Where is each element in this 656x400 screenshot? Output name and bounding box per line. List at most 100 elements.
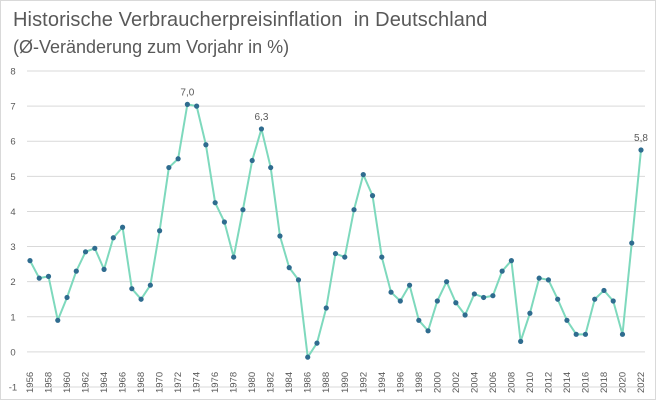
data-point bbox=[443, 279, 450, 285]
data-point bbox=[508, 258, 514, 264]
data-point bbox=[184, 101, 190, 107]
data-point bbox=[92, 245, 98, 251]
x-tick-label: 1986 bbox=[303, 372, 314, 393]
data-point bbox=[73, 268, 79, 274]
x-tick-label: 1996 bbox=[395, 372, 406, 393]
x-tick-label: 1962 bbox=[81, 372, 92, 393]
data-point bbox=[45, 273, 52, 279]
data-point bbox=[249, 157, 255, 164]
data-point bbox=[194, 103, 200, 109]
data-point bbox=[397, 298, 403, 304]
data-point bbox=[592, 296, 598, 302]
y-tick-label: 7 bbox=[10, 102, 15, 113]
x-tick-label: 2004 bbox=[469, 372, 480, 393]
data-point bbox=[175, 156, 181, 162]
x-tick-label: 1978 bbox=[229, 372, 240, 393]
data-point bbox=[499, 268, 505, 274]
data-point bbox=[119, 224, 126, 230]
x-tick-label: 1994 bbox=[377, 372, 388, 393]
data-point bbox=[601, 287, 607, 294]
data-point bbox=[323, 305, 329, 311]
x-tick-label: 1960 bbox=[62, 372, 73, 393]
data-point bbox=[277, 233, 283, 239]
data-point bbox=[481, 294, 487, 301]
data-point bbox=[406, 282, 413, 288]
data-point bbox=[314, 340, 320, 346]
y-tick-label: 8 bbox=[10, 67, 15, 78]
data-point bbox=[564, 317, 570, 323]
x-tick-label: 2014 bbox=[562, 372, 573, 393]
y-tick-label: 5 bbox=[10, 172, 15, 183]
x-tick-label: 2016 bbox=[580, 372, 591, 393]
x-tick-label: 1956 bbox=[25, 372, 36, 393]
data-point bbox=[129, 286, 135, 292]
data-point bbox=[545, 277, 552, 283]
data-point bbox=[369, 193, 376, 199]
data-point bbox=[221, 219, 228, 225]
y-tick-label: 0 bbox=[10, 347, 15, 358]
x-tick-label: 1990 bbox=[340, 372, 351, 393]
data-label: 7,0 bbox=[180, 87, 194, 98]
data-point bbox=[55, 317, 61, 323]
data-point bbox=[231, 254, 237, 260]
y-tick-label: 4 bbox=[10, 207, 15, 218]
x-tick-label: 2020 bbox=[617, 372, 628, 393]
data-point bbox=[342, 254, 348, 260]
data-label: 6,3 bbox=[254, 112, 268, 123]
data-point bbox=[555, 296, 561, 302]
data-label: 5,8 bbox=[634, 133, 648, 144]
y-tick-label: -1 bbox=[9, 383, 17, 394]
data-point bbox=[258, 126, 265, 132]
data-point bbox=[360, 171, 366, 178]
data-point bbox=[240, 207, 246, 213]
data-point bbox=[619, 331, 626, 337]
data-point bbox=[434, 298, 440, 304]
x-tick-label: 1988 bbox=[321, 372, 332, 393]
x-tick-label: 1972 bbox=[173, 372, 184, 393]
data-point bbox=[295, 277, 302, 283]
data-point bbox=[527, 310, 533, 316]
x-tick-label: 2022 bbox=[636, 372, 647, 393]
data-point bbox=[582, 331, 589, 337]
x-tick-label: 1992 bbox=[358, 372, 369, 393]
data-point bbox=[351, 207, 357, 213]
x-tick-label: 2002 bbox=[451, 372, 462, 393]
data-point bbox=[305, 354, 311, 360]
data-point bbox=[147, 282, 153, 288]
x-tick-label: 1976 bbox=[210, 372, 221, 393]
y-tick-label: 3 bbox=[10, 242, 15, 253]
data-point bbox=[610, 298, 616, 304]
x-tick-label: 2012 bbox=[543, 372, 554, 393]
x-tick-label: 1964 bbox=[99, 372, 110, 393]
data-point bbox=[138, 296, 144, 302]
x-tick-label: 1958 bbox=[44, 372, 55, 393]
data-point bbox=[110, 235, 116, 241]
data-point bbox=[573, 331, 579, 337]
x-tick-label: 1968 bbox=[136, 372, 147, 393]
data-point bbox=[453, 300, 459, 306]
chart-title: Historische Verbraucherpreisinflation in… bbox=[13, 9, 488, 31]
data-point bbox=[36, 275, 42, 281]
data-point bbox=[425, 328, 431, 334]
x-tick-label: 2018 bbox=[599, 372, 610, 393]
data-point bbox=[101, 266, 107, 272]
x-tick-label: 1966 bbox=[118, 372, 129, 393]
x-tick-label: 2000 bbox=[432, 372, 443, 393]
x-tick-label: 1980 bbox=[247, 372, 258, 393]
y-tick-label: 1 bbox=[10, 312, 15, 323]
y-tick-label: 2 bbox=[10, 277, 15, 288]
data-point bbox=[157, 228, 163, 234]
x-tick-label: 2010 bbox=[525, 372, 536, 393]
data-point bbox=[462, 312, 468, 318]
data-point bbox=[416, 317, 422, 323]
chart-subtitle: (Ø-Veränderung zum Vorjahr in %) bbox=[13, 37, 290, 57]
data-point bbox=[518, 338, 524, 344]
data-point bbox=[638, 147, 644, 153]
data-point bbox=[268, 164, 274, 171]
data-point bbox=[82, 249, 89, 255]
data-point bbox=[286, 265, 292, 271]
data-point bbox=[332, 250, 339, 257]
x-tick-label: 1982 bbox=[266, 372, 277, 393]
data-point bbox=[212, 200, 218, 206]
